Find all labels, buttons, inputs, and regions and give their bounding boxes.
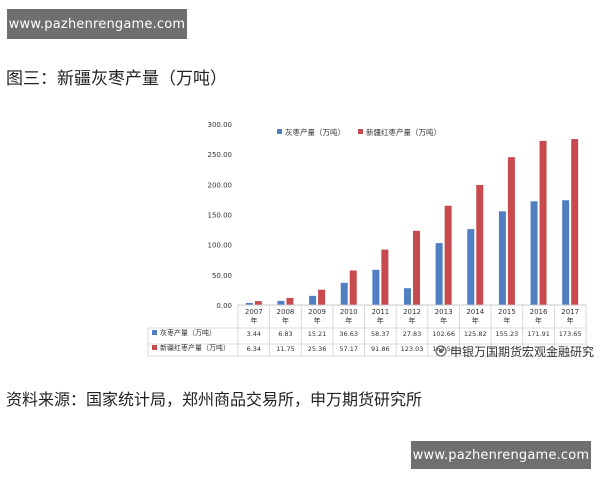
- bar-series-1: [404, 288, 411, 305]
- x-tick-label: 2016: [530, 308, 548, 316]
- bar-series-1: [245, 302, 253, 305]
- x-tick-label: 年: [282, 316, 289, 325]
- data-label-series-2: 57.17: [339, 345, 358, 353]
- legend: 灰枣产量（万吨） 新疆红枣产量（万吨）: [277, 127, 441, 137]
- x-tick-label: 年: [377, 316, 384, 325]
- data-label-series-2: 91.86: [371, 345, 390, 353]
- y-tick-label: 300.00: [208, 121, 233, 129]
- data-label-series-1: 58.37: [371, 330, 390, 338]
- data-label-series-2: 164.51: [432, 345, 455, 353]
- bar-series-1: [530, 201, 538, 305]
- bar-series-2: [254, 301, 262, 305]
- x-tick-label: 年: [250, 316, 257, 325]
- data-table: 2007年2008年2009年2010年2011年2012年2013年2014年…: [147, 304, 587, 357]
- bar-series-1: [340, 282, 348, 305]
- bar-series-2: [507, 157, 515, 305]
- y-tick-label: 100.00: [208, 242, 233, 250]
- data-label-series-2: 123.03: [401, 345, 424, 353]
- bar-layer: [245, 139, 579, 305]
- x-tick-label: 2012: [403, 308, 421, 316]
- x-tick-label: 2008: [277, 308, 295, 316]
- x-tick-label: 年: [535, 316, 542, 325]
- logo-text: 申银万国期货宏观金融研究: [450, 344, 594, 359]
- x-tick-label: 年: [345, 316, 352, 325]
- logo: 申银万国期货宏观金融研究: [435, 344, 594, 359]
- x-tick-label: 2007: [245, 308, 263, 316]
- data-label-series-1: 173.65: [559, 330, 582, 338]
- x-tick-label: 年: [314, 316, 321, 325]
- bar-series-2: [318, 289, 326, 305]
- x-tick-label: 年: [503, 316, 510, 325]
- data-label-series-1: 15.21: [308, 330, 327, 338]
- data-label-series-2: 6.34: [247, 345, 261, 353]
- x-tick-label: 2010: [340, 308, 358, 316]
- bar-series-2: [381, 249, 389, 305]
- y-tick-label: 150.00: [208, 212, 233, 220]
- bar-series-1: [372, 269, 380, 305]
- legend-label-series-1: 灰枣产量（万吨）: [285, 127, 345, 137]
- x-tick-label: 年: [567, 316, 574, 325]
- y-tick-label: 0.00: [216, 302, 232, 310]
- bar-series-2: [286, 297, 294, 305]
- bar-series-1: [277, 300, 285, 305]
- data-label-series-1: 36.63: [339, 330, 358, 338]
- x-tick-label: 2017: [561, 308, 579, 316]
- table-series-1-name: 灰枣产量（万吨）: [160, 328, 216, 337]
- legend-label-series-2: 新疆红枣产量（万吨）: [366, 127, 441, 137]
- axis-layer: 0.00 50.00 100.00 150.00 200.00 250.00 300.00: [208, 121, 586, 310]
- table-key-series-1: [152, 330, 157, 335]
- bar-series-1: [562, 200, 570, 305]
- table-key-series-2: [152, 345, 157, 350]
- bar-series-1: [309, 295, 317, 305]
- bar-series-2: [444, 205, 452, 305]
- data-label-series-1: 3.44: [247, 330, 261, 338]
- x-tick-label: 年: [409, 316, 416, 325]
- legend-key-series-1: [277, 129, 282, 134]
- bar-series-1: [498, 211, 506, 305]
- data-label-series-1: 6.83: [278, 330, 292, 338]
- bar-series-2: [413, 230, 420, 305]
- data-label-series-2: 25.36: [308, 345, 327, 353]
- bar-series-2: [349, 270, 357, 305]
- bar-series-2: [571, 139, 579, 305]
- x-tick-label: 2015: [498, 308, 516, 316]
- data-label-series-2: 11.75: [276, 345, 295, 353]
- x-tick-label: 年: [472, 316, 479, 325]
- y-tick-label: 200.00: [208, 181, 233, 189]
- bar-series-2: [476, 184, 484, 305]
- y-tick-label: 50.00: [212, 272, 232, 280]
- x-tick-label: 2014: [466, 308, 484, 316]
- x-tick-label: 年: [440, 316, 447, 325]
- legend-key-series-2: [358, 129, 363, 134]
- data-label-series-1: 155.23: [496, 330, 519, 338]
- bar-series-2: [539, 140, 547, 305]
- x-tick-label: 2011: [371, 308, 389, 316]
- y-tick-label: 250.00: [208, 151, 233, 159]
- data-label-series-1: 102.66: [432, 330, 455, 338]
- data-label-series-1: 171.91: [527, 330, 550, 338]
- table-series-2-name: 新疆红枣产量（万吨）: [160, 343, 230, 352]
- x-tick-label: 2013: [435, 308, 453, 316]
- watermark-bottom: www.pazhenrengame.com: [411, 441, 591, 469]
- data-label-series-1: 27.83: [403, 330, 422, 338]
- data-label-series-1: 125.82: [464, 330, 487, 338]
- x-tick-label: 2009: [308, 308, 326, 316]
- source-line: 资料来源：国家统计局，郑州商品交易所，申万期货研究所: [6, 390, 423, 409]
- bar-series-1: [467, 229, 475, 305]
- watermark-top: www.pazhenrengame.com: [7, 9, 187, 39]
- figure-title: 图三：新疆灰枣产量（万吨）: [6, 69, 227, 89]
- bar-series-1: [435, 243, 443, 305]
